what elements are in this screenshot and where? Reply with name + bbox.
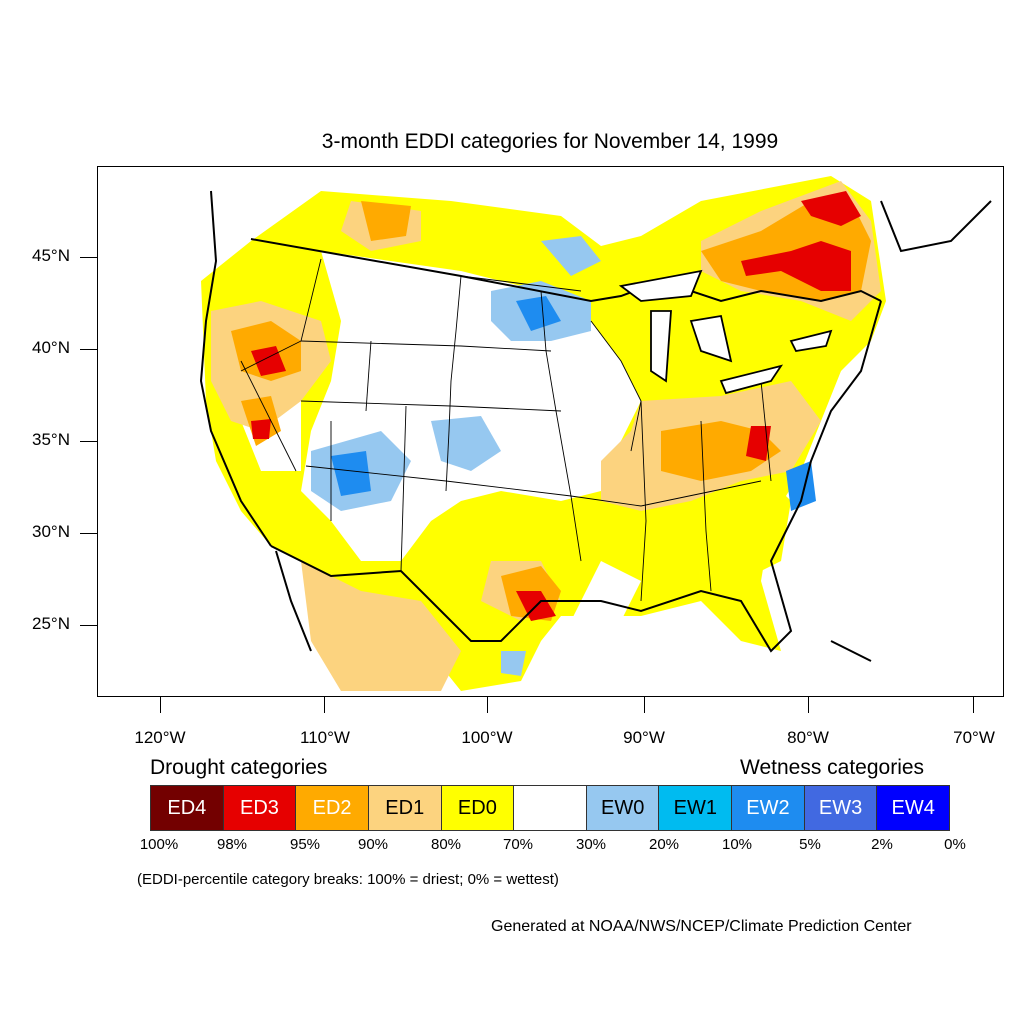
lon-label-90w: 90°W bbox=[623, 728, 665, 747]
lon-label-110w: 110°W bbox=[300, 728, 350, 747]
eddi-map bbox=[199, 176, 992, 691]
pct-break: 0% bbox=[944, 836, 966, 853]
lon-label-100w: 100°W bbox=[461, 728, 513, 747]
legend-cell-ed0: ED0 bbox=[441, 786, 515, 830]
pct-break: 90% bbox=[357, 836, 389, 853]
pct-break: 95% bbox=[289, 836, 321, 853]
lon-label-70w: 70°W bbox=[953, 728, 995, 747]
pct-break: 30% bbox=[575, 836, 607, 853]
drought-heading: Drought categories bbox=[150, 756, 328, 779]
legend-cell-ed1: ED1 bbox=[368, 786, 442, 830]
legend-cell-ed2: ED2 bbox=[296, 786, 369, 830]
credit-text: Generated at NOAA/NWS/NCEP/Climate Predi… bbox=[491, 918, 912, 935]
pct-break: 80% bbox=[430, 836, 462, 853]
lon-tick bbox=[324, 697, 325, 713]
lat-label-25: 25°N bbox=[32, 614, 70, 633]
legend-cell-ew3: EW3 bbox=[804, 786, 878, 830]
lat-label-30: 30°N bbox=[32, 522, 70, 541]
lat-tick bbox=[80, 625, 97, 626]
lat-label-40: 40°N bbox=[32, 338, 70, 357]
map-panel bbox=[97, 166, 1004, 697]
lon-tick bbox=[808, 697, 809, 713]
pct-break: 5% bbox=[799, 836, 821, 853]
lat-label-35: 35°N bbox=[32, 430, 70, 449]
lat-tick bbox=[80, 533, 97, 534]
legend-cell-normal bbox=[514, 786, 587, 830]
legend-cell-ed4: ED4 bbox=[151, 786, 224, 830]
pct-break: 100% bbox=[139, 836, 179, 853]
lon-tick bbox=[160, 697, 161, 713]
legend-cell-ew2: EW2 bbox=[732, 786, 805, 830]
lon-tick bbox=[644, 697, 645, 713]
lon-label-120w: 120°W bbox=[134, 728, 186, 747]
pct-break: 20% bbox=[648, 836, 680, 853]
legend-cell-ed3: ED3 bbox=[223, 786, 297, 830]
legend-colorbar: ED4 ED3 ED2 ED1 ED0 EW0 EW1 EW2 EW3 EW4 bbox=[150, 785, 950, 831]
lon-label-80w: 80°W bbox=[787, 728, 829, 747]
lat-tick bbox=[80, 349, 97, 350]
map-title: 3-month EDDI categories for November 14,… bbox=[321, 130, 779, 153]
pct-break: 98% bbox=[216, 836, 248, 853]
pct-break: 70% bbox=[502, 836, 534, 853]
legend-cell-ew0: EW0 bbox=[586, 786, 660, 830]
lon-tick bbox=[973, 697, 974, 713]
lat-tick bbox=[80, 257, 97, 258]
wetness-heading: Wetness categories bbox=[740, 756, 925, 779]
legend-cell-ew4: EW4 bbox=[877, 786, 950, 830]
great-lakes bbox=[618, 269, 833, 395]
category-note: (EDDI-percentile category breaks: 100% =… bbox=[137, 871, 559, 888]
lon-tick bbox=[487, 697, 488, 713]
lat-tick bbox=[80, 441, 97, 442]
lat-label-45: 45°N bbox=[32, 246, 70, 265]
legend-cell-ew1: EW1 bbox=[659, 786, 733, 830]
pct-break: 2% bbox=[871, 836, 893, 853]
ew-regions bbox=[311, 236, 816, 676]
pct-break: 10% bbox=[721, 836, 753, 853]
